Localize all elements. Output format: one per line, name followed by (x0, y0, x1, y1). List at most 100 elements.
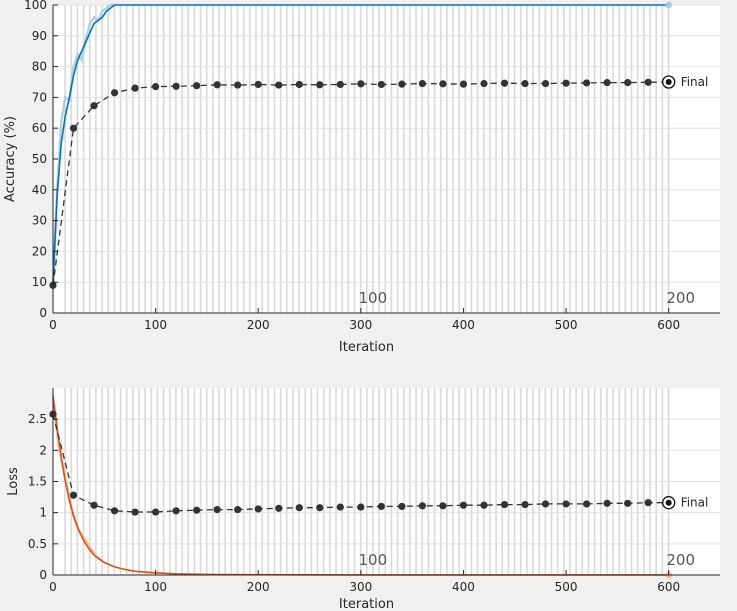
accuracy-training-final-point (665, 1, 673, 9)
loss-epoch-label: 100 (359, 551, 388, 569)
accuracy-validation-point (541, 79, 550, 88)
loss-validation-point (234, 505, 242, 514)
accuracy-x-tick-label: 0 (49, 318, 57, 332)
loss-y-tick-label: 1.5 (28, 475, 47, 489)
accuracy-validation-point (644, 78, 652, 86)
accuracy-panel: Final 100 200 0 100 200 300 400 500 600 0 10 20 30 40 5… (3, 0, 720, 355)
loss-validation-point (90, 501, 98, 509)
accuracy-validation-point (172, 82, 180, 90)
accuracy-validation-point (90, 102, 98, 110)
loss-validation-point (295, 504, 303, 512)
accuracy-validation-point (110, 89, 119, 97)
loss-validation-point (254, 505, 262, 513)
loss-validation-point (521, 500, 529, 509)
loss-y-axis-label: Loss (6, 467, 21, 496)
accuracy-y-tick-label: 90 (32, 29, 47, 43)
loss-validation-point (357, 503, 365, 511)
accuracy-x-tick-label: 500 (555, 318, 578, 332)
accuracy-validation-point (583, 79, 591, 87)
loss-validation-point (213, 505, 221, 514)
accuracy-validation-point (418, 79, 427, 88)
loss-final-marker-dot (665, 499, 672, 506)
loss-validation-point (377, 502, 385, 511)
loss-validation-point (131, 508, 139, 516)
accuracy-y-tick-label: 60 (32, 121, 47, 135)
accuracy-validation-point (459, 80, 468, 88)
accuracy-validation-point (275, 81, 283, 89)
accuracy-training-smoothed-line (52, 4, 669, 283)
loss-validation-point (398, 502, 406, 511)
accuracy-validation-point (336, 80, 344, 89)
loss-validation-point (459, 501, 468, 509)
loss-validation-point (541, 500, 550, 508)
accuracy-validation-point (152, 83, 160, 91)
loss-x-tick-label: 500 (555, 580, 578, 594)
loss-validation-point (562, 500, 570, 508)
loss-y-tick-label: 0 (39, 568, 47, 582)
accuracy-validation-point (439, 80, 447, 88)
accuracy-validation-point (69, 124, 78, 132)
accuracy-x-tick-label: 200 (247, 318, 270, 332)
loss-x-tick-label: 0 (49, 580, 57, 594)
accuracy-x-tick-label: 600 (657, 318, 680, 332)
loss-validation-point (418, 502, 427, 510)
loss-x-tick-label: 100 (144, 580, 167, 594)
loss-validation-point (603, 499, 611, 507)
loss-x-tick-label: 600 (657, 580, 680, 594)
accuracy-y-tick-label: 70 (32, 90, 47, 104)
loss-validation-point (275, 504, 283, 512)
accuracy-validation-point (213, 81, 221, 89)
loss-validation-point (644, 499, 652, 507)
loss-y-tick-label: 1 (39, 506, 47, 520)
accuracy-validation-point (377, 80, 385, 89)
loss-validation-point (69, 491, 78, 499)
loss-y-tick-label: 0.5 (28, 537, 47, 551)
accuracy-y-tick-label: 10 (32, 275, 47, 289)
loss-final-label: Final (681, 496, 709, 510)
accuracy-validation-point (254, 80, 262, 89)
accuracy-validation-point (234, 81, 242, 89)
accuracy-x-tick-label: 300 (349, 318, 372, 332)
loss-x-tick-label: 200 (247, 580, 270, 594)
accuracy-validation-point (624, 79, 632, 87)
accuracy-y-tick-label: 20 (32, 244, 47, 258)
loss-validation-point (583, 500, 591, 508)
accuracy-validation-point (193, 82, 201, 90)
accuracy-y-tick-label: 0 (39, 306, 47, 320)
loss-validation-point (500, 500, 509, 509)
accuracy-y-axis-label: Accuracy (%) (3, 116, 18, 202)
loss-validation-point (336, 503, 344, 511)
accuracy-x-axis-label: Iteration (339, 340, 394, 355)
loss-x-tick-label: 300 (349, 580, 372, 594)
loss-validation-point (172, 507, 180, 515)
accuracy-validation-point (603, 79, 611, 87)
accuracy-validation-point (295, 80, 303, 89)
accuracy-validation-point (521, 79, 529, 88)
accuracy-y-tick-label: 30 (32, 214, 47, 228)
loss-epoch-label: 200 (666, 551, 695, 569)
accuracy-training-raw-line (51, 3, 115, 289)
loss-x-axis-label: Iteration (339, 597, 394, 611)
loss-validation-point (152, 508, 160, 516)
loss-y-tick-label: 2.5 (28, 412, 47, 426)
loss-validation-point (624, 499, 632, 507)
loss-validation-point (110, 507, 119, 515)
accuracy-final-marker-dot (665, 79, 672, 85)
accuracy-x-tick-label: 400 (452, 318, 475, 332)
accuracy-epoch-label: 200 (666, 289, 695, 307)
loss-validation-point (316, 504, 324, 512)
accuracy-validation-point (398, 80, 406, 88)
accuracy-x-tick-label: 100 (144, 318, 167, 332)
loss-y-tick-label: 2 (39, 443, 47, 457)
accuracy-epoch-label: 100 (359, 289, 388, 307)
accuracy-y-tick-label: 80 (32, 60, 47, 74)
loss-validation-point (439, 502, 447, 510)
accuracy-y-tick-label: 100 (24, 0, 47, 12)
accuracy-validation-point (500, 79, 509, 87)
loss-panel: Final 100 200 0 100 200 300 400 500 600 0 0.5 1 1.5 2 2… (6, 388, 720, 611)
accuracy-y-tick-label: 40 (32, 183, 47, 197)
accuracy-validation-point (562, 79, 570, 87)
loss-validation-point (193, 506, 201, 514)
accuracy-validation-point (480, 79, 488, 88)
